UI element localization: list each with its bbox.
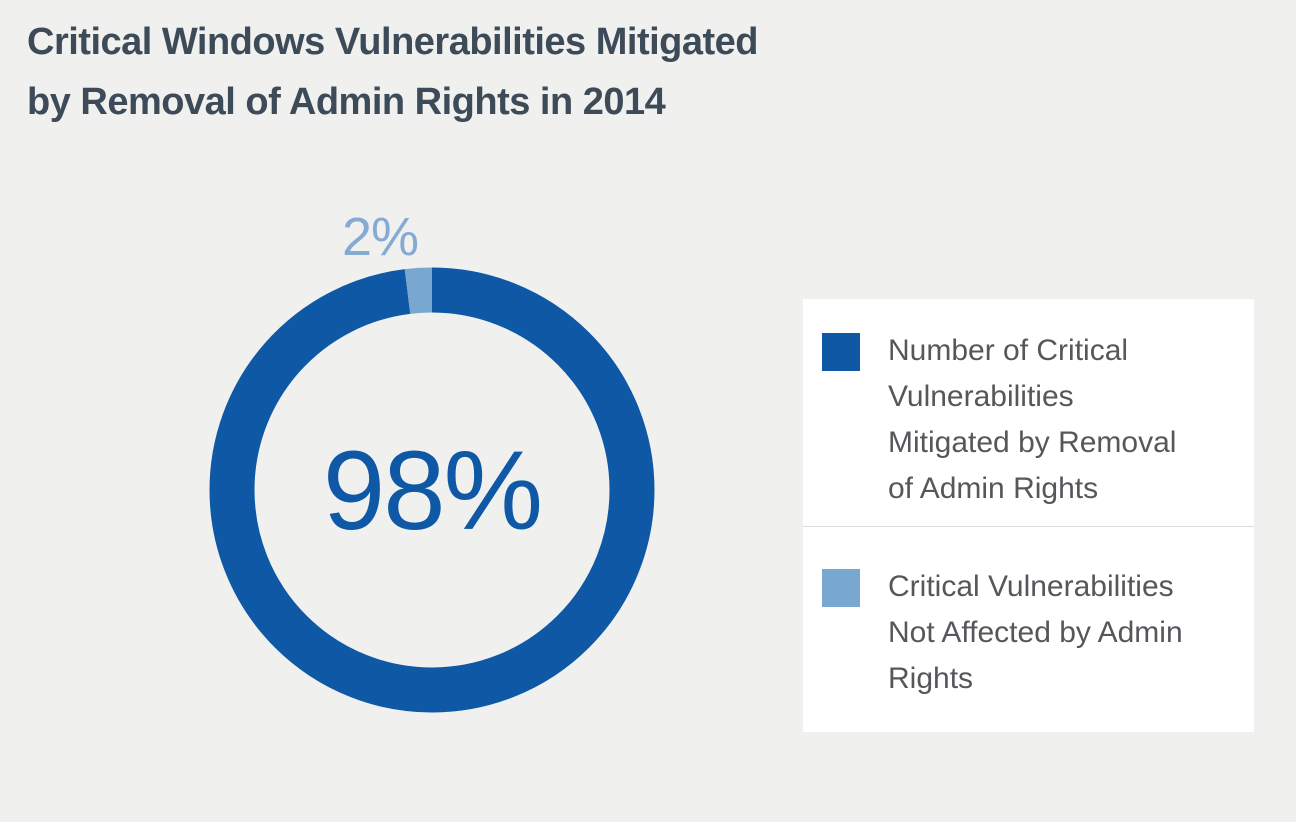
legend-item-not-affected: Critical Vulnerabilities Not Affected by… (803, 526, 1254, 731)
legend-swatch-mitigated (822, 333, 860, 371)
legend-label-mitigated: Number of Critical Vulnerabilities Mitig… (888, 334, 1177, 505)
slice-value-label: 2% (342, 207, 419, 267)
donut-svg (209, 267, 655, 713)
legend-item-mitigated: Number of Critical Vulnerabilities Mitig… (803, 299, 1254, 526)
donut-center-value: 98% (322, 427, 543, 553)
legend-swatch-not-affected (822, 569, 860, 607)
donut-segment-rest (209, 267, 655, 713)
donut-chart: 98% (209, 267, 655, 713)
chart-title: Critical Windows Vulnerabilities Mitigat… (27, 21, 759, 123)
legend-label-not-affected: Critical Vulnerabilities Not Affected by… (888, 570, 1183, 695)
legend: Number of Critical Vulnerabilities Mitig… (803, 299, 1254, 732)
